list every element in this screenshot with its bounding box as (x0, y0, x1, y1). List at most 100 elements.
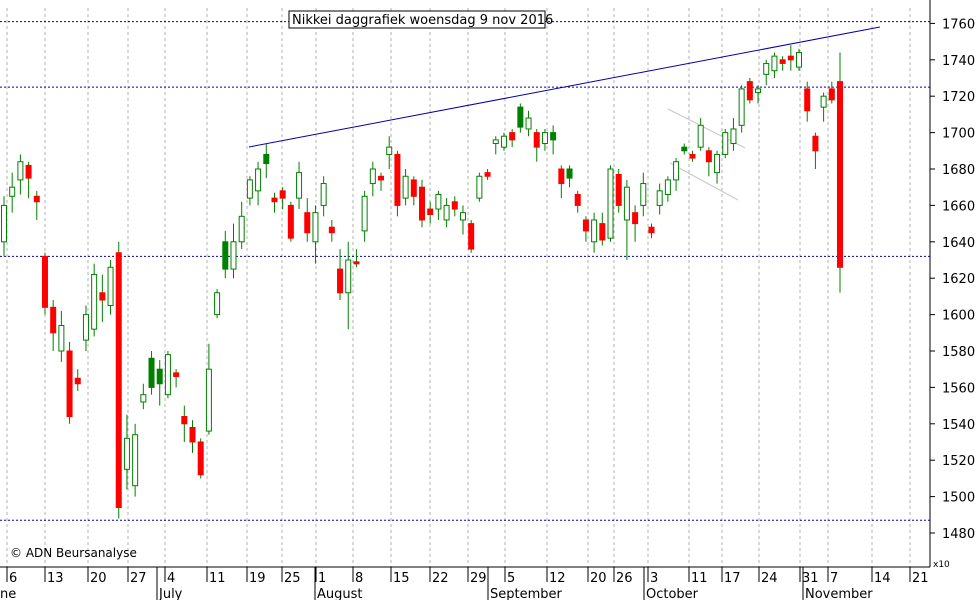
x-tick-label: 11 (209, 571, 226, 586)
candle-body (558, 168, 565, 185)
candle-body (828, 88, 835, 101)
candle-body (517, 106, 524, 128)
candle-body (50, 306, 57, 334)
candle-body (451, 201, 458, 210)
chart-title: Nikkei daggrafiek woensdag 9 nov 2016 (288, 10, 553, 29)
candle (664, 176, 671, 202)
candle-body (419, 186, 425, 221)
x-tick-label: 29 (470, 571, 487, 586)
candle-body (574, 193, 581, 206)
candle (771, 52, 778, 78)
candle-body (656, 190, 663, 206)
candle-body (345, 259, 352, 294)
candle-body (246, 179, 253, 199)
candle (517, 103, 524, 133)
candle (361, 190, 368, 242)
candle (697, 118, 704, 151)
candle-body (615, 173, 622, 206)
candle (419, 179, 425, 228)
candle-body (33, 195, 40, 203)
candle (763, 59, 770, 86)
candle-body (378, 175, 385, 181)
candle (255, 161, 262, 206)
candle-body (533, 132, 540, 148)
candle-body (664, 179, 671, 195)
candle-body (640, 183, 647, 206)
candle-body (730, 128, 737, 145)
candle (796, 48, 803, 71)
candle-body (320, 183, 327, 206)
candle-body (328, 226, 335, 234)
candle-body (771, 55, 778, 72)
candle-body (263, 153, 270, 165)
candle (320, 176, 327, 217)
candle-body (697, 124, 704, 148)
candle-body (214, 292, 221, 316)
trendline-line (248, 26, 881, 148)
candle (746, 78, 753, 104)
candle (304, 198, 311, 242)
y-tick-label: 1480 (942, 527, 975, 542)
candle (648, 223, 655, 239)
candles (1, 45, 843, 519)
candle (66, 341, 73, 424)
candle-body (787, 55, 794, 61)
candle (222, 230, 229, 279)
candle-body (222, 241, 229, 270)
candle (689, 150, 696, 162)
candle (623, 179, 630, 260)
candle (820, 92, 827, 122)
candle (468, 219, 475, 253)
candle (574, 190, 581, 213)
month-label: ne (0, 587, 16, 600)
candle (107, 260, 114, 315)
y-tick-label: 1560 (942, 381, 975, 396)
candle-body (17, 161, 24, 181)
candle (369, 161, 376, 197)
y-tick-label: 1500 (942, 491, 975, 506)
month-label: November (805, 587, 873, 600)
candle (287, 201, 294, 242)
candle (705, 147, 712, 177)
candle (148, 351, 155, 395)
candle (205, 343, 212, 435)
candle (33, 190, 40, 220)
candle-body (91, 274, 98, 330)
candle-body (509, 132, 516, 141)
candle-body (337, 268, 344, 294)
candle-body (197, 441, 204, 476)
candle-body (58, 325, 65, 352)
candle-body (525, 117, 532, 130)
x-tick-label: 12 (549, 571, 566, 586)
channel-lower (669, 162, 739, 201)
candle (787, 45, 794, 71)
candle-body (632, 212, 639, 225)
candle-body (369, 168, 376, 185)
x-tick-label: 20 (90, 571, 107, 586)
candle-body (402, 175, 409, 199)
candle (558, 165, 565, 199)
candle-body (394, 153, 401, 206)
candle-body (484, 172, 491, 177)
candle-body (459, 212, 466, 221)
candle-body (353, 261, 360, 265)
x-tick-label: 25 (284, 571, 301, 586)
candle-body (623, 186, 630, 221)
x-tick-label: 26 (616, 571, 633, 586)
candle (755, 85, 762, 104)
candle-body (492, 139, 499, 145)
candle-body (837, 81, 843, 268)
candle-body (312, 212, 319, 243)
candle-body (738, 88, 745, 126)
candle (238, 201, 245, 250)
candle (99, 274, 106, 322)
x-tick-label: 27 (130, 571, 147, 586)
candle (296, 161, 303, 210)
month-label: September (490, 587, 563, 600)
x-tick-label: 3 (650, 571, 658, 586)
candle (197, 438, 204, 479)
x-tick-label: 24 (761, 571, 778, 586)
candle-body (779, 59, 786, 64)
candle-body (722, 132, 729, 155)
